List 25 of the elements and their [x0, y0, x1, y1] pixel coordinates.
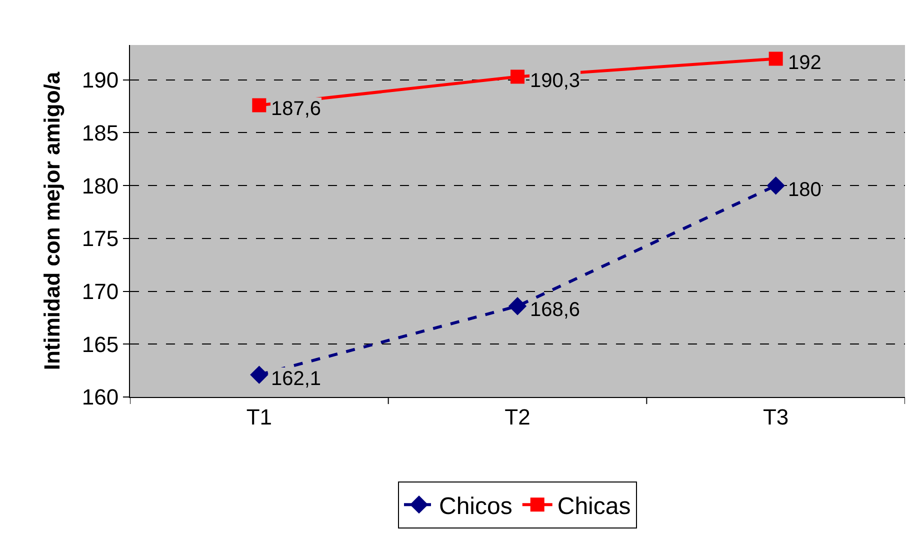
- y-tick-label: 180: [82, 173, 119, 198]
- point: [250, 366, 268, 384]
- y-tick-label: 170: [82, 278, 119, 304]
- legend-label: Chicas: [557, 492, 631, 520]
- data-label: 187,6: [271, 98, 322, 120]
- x-tick-label: T3: [762, 404, 789, 430]
- y-tick-label: 190: [82, 68, 119, 93]
- y-tick-label: 160: [82, 384, 119, 410]
- data-label: 192: [788, 52, 822, 74]
- point: [252, 98, 266, 112]
- x-tick-label: T2: [504, 404, 530, 430]
- point: [766, 176, 785, 195]
- data-label: 168,6: [530, 299, 580, 321]
- x-tick-label: T1: [246, 404, 272, 430]
- point: [768, 52, 783, 66]
- data-label: 162,1: [271, 368, 322, 390]
- y-axis-title: Intimidad con mejor amigo/a: [40, 71, 65, 370]
- point: [510, 70, 524, 84]
- y-tick-label: 165: [82, 332, 119, 357]
- point: [508, 296, 527, 316]
- legend-label: Chicos: [439, 492, 512, 520]
- data-label: 180: [788, 179, 822, 201]
- y-tick-label: 185: [82, 120, 119, 146]
- data-label: 190,3: [530, 70, 580, 92]
- y-tick-label: 175: [82, 226, 119, 252]
